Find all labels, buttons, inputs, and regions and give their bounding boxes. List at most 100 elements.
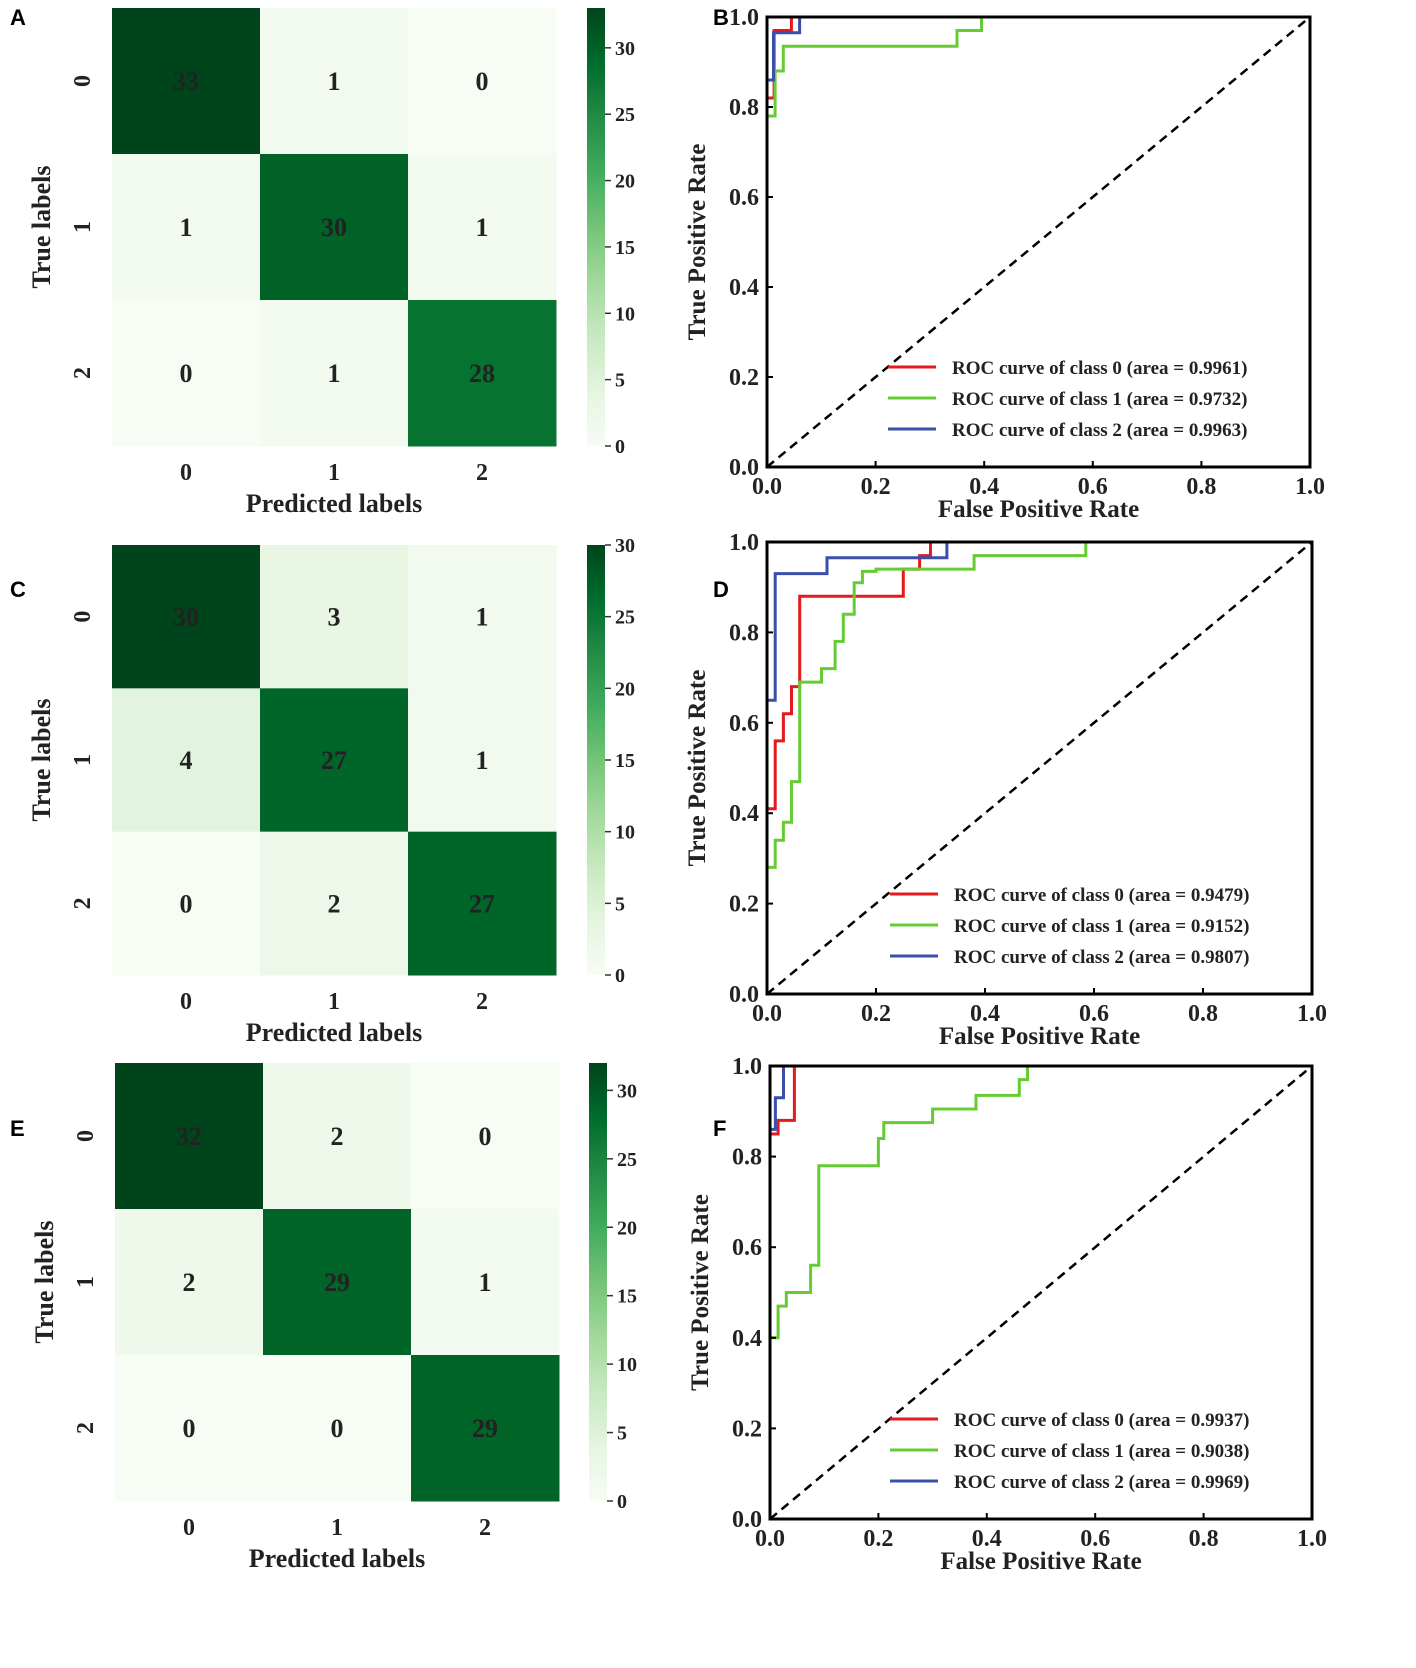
cell-value-label: 0 (479, 1122, 492, 1151)
legend-entry: ROC curve of class 1 (area = 0.9152) (954, 916, 1249, 937)
y-tick-label: 0.4 (729, 801, 759, 827)
y-axis-title: True labels (30, 1220, 59, 1343)
colorbar-tick-label: 30 (615, 535, 635, 557)
colorbar-tick-label: 30 (615, 38, 635, 60)
x-tick-label: 2 (479, 1515, 491, 1541)
y-tick-label: 1.0 (729, 5, 759, 31)
x-tick-label: 2 (476, 460, 488, 486)
y-tick-label: 0.2 (729, 365, 759, 391)
x-axis-title: False Positive Rate (938, 496, 1139, 523)
y-tick-label: 0.6 (729, 185, 759, 211)
y-tick-label: 1.0 (729, 530, 759, 556)
x-tick-label: 0.4 (969, 474, 999, 500)
legend-entry: ROC curve of class 1 (area = 0.9732) (952, 389, 1247, 410)
x-tick-label: 0.6 (1078, 474, 1108, 500)
y-tick-label: 0.2 (729, 892, 759, 918)
legend-entry: ROC curve of class 2 (area = 0.9969) (954, 1472, 1249, 1493)
x-tick-label: 0 (180, 989, 192, 1015)
y-axis-title: True labels (27, 698, 56, 821)
colorbar-tick-label: 0 (615, 436, 625, 458)
heatmap-cell (112, 8, 261, 155)
colorbar-tick-label: 10 (617, 1354, 637, 1376)
legend-entry: ROC curve of class 0 (area = 0.9937) (954, 1410, 1249, 1431)
colorbar-tick-label: 10 (615, 303, 635, 325)
x-tick-label: 0.8 (1186, 474, 1216, 500)
colorbar (587, 545, 605, 975)
x-tick-label: 2 (476, 989, 488, 1015)
x-tick-label: 0.4 (972, 1526, 1002, 1552)
cell-value-label: 1 (328, 67, 341, 96)
y-tick-label: 0 (70, 611, 96, 623)
x-tick-label: 0.6 (1079, 1001, 1109, 1027)
heatmap-cell (408, 154, 557, 301)
y-tick-label: 0.4 (729, 275, 759, 301)
cell-value-label: 29 (324, 1268, 350, 1297)
cell-value-label: 28 (469, 359, 495, 388)
x-tick-label: 0.2 (863, 1526, 893, 1552)
colorbar-tick-label: 5 (615, 893, 625, 915)
y-tick-label: 0.4 (732, 1326, 762, 1352)
cell-value-label: 1 (328, 359, 341, 388)
cell-value-label: 0 (180, 359, 193, 388)
y-tick-label: 0.6 (732, 1235, 762, 1261)
legend-entry: ROC curve of class 2 (area = 0.9963) (952, 420, 1247, 441)
heatmap-cell (408, 300, 557, 447)
x-axis-title: Predicted labels (249, 1544, 425, 1573)
cell-value-label: 1 (476, 213, 489, 242)
x-tick-label: 0.8 (1188, 1001, 1218, 1027)
heatmap-cell (408, 8, 557, 155)
colorbar (587, 8, 605, 446)
plot-frame (765, 540, 1314, 996)
x-tick-label: 0.2 (861, 1001, 891, 1027)
roc-chart-F: 0.0 0.2 0.4 0.6 0.8 1.0 0.0 0.2 0.4 0.6 0.8 1.0 Fals… (687, 1054, 1327, 1575)
x-tick-label: 1.0 (1297, 1526, 1327, 1552)
chance-diagonal-line (766, 541, 1313, 995)
roc-chart-B: 0.0 0.2 0.4 0.6 0.8 1.0 0.0 0.2 0.4 0.6 0.8 1.0 Fals… (684, 5, 1325, 523)
x-tick-label: 0.0 (755, 1526, 785, 1552)
colorbar-tick-label: 0 (615, 965, 625, 987)
x-tick-label: 0.6 (1080, 1526, 1110, 1552)
heatmap-cell (112, 688, 261, 833)
x-tick-label: 0.0 (752, 474, 782, 500)
cell-value-label: 33 (173, 67, 199, 96)
colorbar-tick-label: 20 (615, 678, 635, 700)
cell-value-label: 3 (328, 603, 341, 632)
heatmap-cell (260, 688, 409, 833)
cell-value-label: 30 (173, 603, 199, 632)
cell-value-label: 1 (479, 1268, 492, 1297)
cell-value-label: 1 (476, 746, 489, 775)
x-tick-label: 1 (331, 1515, 343, 1541)
y-tick-label: 2 (70, 367, 96, 379)
cell-value-label: 2 (328, 889, 341, 918)
colorbar-tick-label: 5 (617, 1423, 627, 1445)
y-axis-title: True Positive Rate (684, 670, 711, 867)
chance-diagonal-line (766, 16, 1311, 468)
y-tick-label: 0.0 (729, 455, 759, 481)
y-tick-label: 1 (70, 754, 96, 766)
y-tick-label: 0 (73, 1130, 99, 1142)
y-tick-label: 0.6 (729, 711, 759, 737)
y-tick-label: 0.0 (729, 982, 759, 1008)
panel-label-E: E (10, 1116, 25, 1141)
x-tick-label: 1.0 (1297, 1001, 1327, 1027)
chance-diagonal-line (769, 1065, 1313, 1520)
colorbar-tick-label: 15 (615, 750, 635, 772)
heatmap-cell (408, 545, 557, 689)
colorbar-tick-label: 5 (615, 370, 625, 392)
colorbar-tick-label: 0 (617, 1491, 627, 1513)
colorbar-tick-label: 15 (617, 1286, 637, 1308)
y-tick-label: 1.0 (732, 1054, 762, 1080)
heatmap-cell (115, 1209, 264, 1356)
y-tick-label: 1 (73, 1276, 99, 1288)
plot-frame (768, 1064, 1314, 1521)
cell-value-label: 0 (180, 889, 193, 918)
heatmap-cell (263, 1209, 412, 1356)
cell-value-label: 27 (321, 746, 347, 775)
heatmap-cell (112, 545, 261, 689)
panel-label-B: B (713, 5, 729, 30)
colorbar-tick-label: 20 (615, 171, 635, 193)
cell-value-label: 4 (180, 746, 193, 775)
